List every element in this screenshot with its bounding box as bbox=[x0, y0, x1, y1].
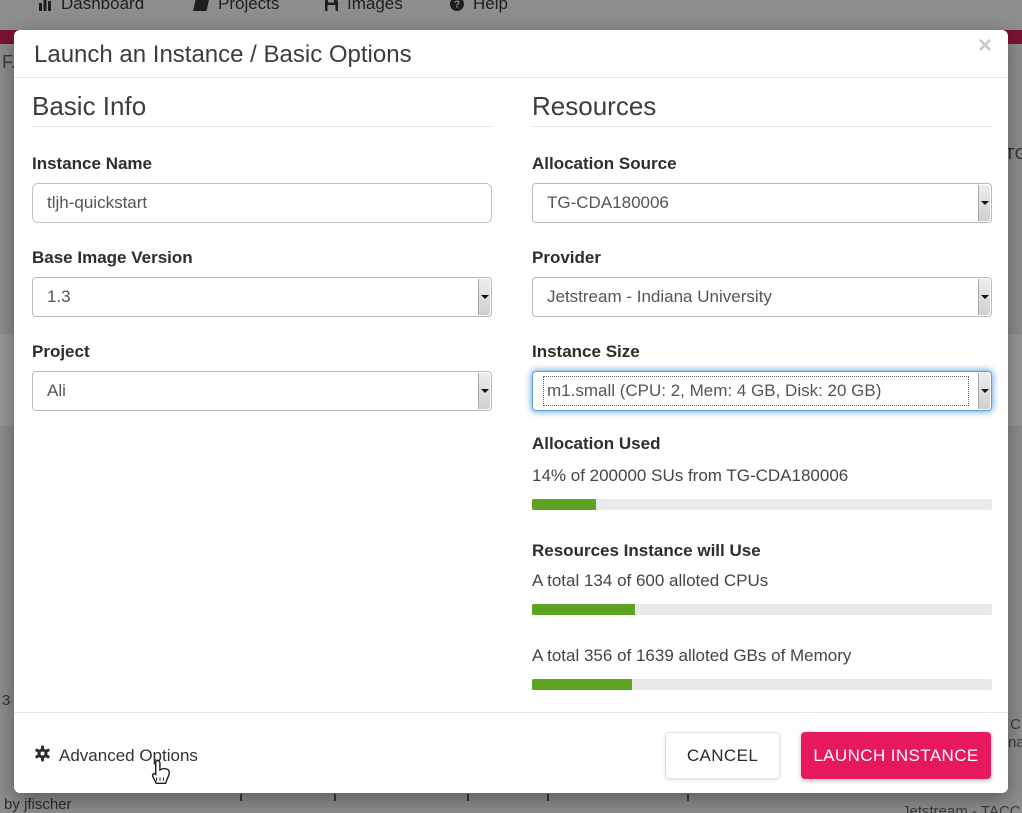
floppy-icon bbox=[325, 0, 338, 11]
question-circle-icon: ? bbox=[450, 0, 464, 11]
background-footer-author: by jfischer bbox=[4, 796, 72, 813]
allocation-source-label: Allocation Source bbox=[532, 154, 677, 173]
instance-name-input[interactable] bbox=[32, 183, 492, 223]
background-navbar: Dashboard Projects Images ? Help bbox=[0, 0, 1022, 14]
chevron-down-icon bbox=[481, 295, 489, 303]
launch-instance-modal: Launch an Instance / Basic Options × Bas… bbox=[14, 30, 1008, 793]
background-patch bbox=[0, 334, 16, 426]
instance-name-label: Instance Name bbox=[32, 154, 152, 173]
background-fragment: na bbox=[1008, 734, 1022, 751]
progress-fill bbox=[532, 499, 597, 510]
modal-title: Launch an Instance / Basic Options bbox=[34, 41, 412, 68]
bar-chart-icon bbox=[38, 0, 52, 11]
selected-value: Jetstream - Indiana University bbox=[547, 287, 772, 306]
memory-usage-text: A total 356 of 1639 alloted GBs of Memor… bbox=[532, 646, 852, 665]
modal-footer: Advanced Options CANCEL LAUNCH INSTANCE bbox=[14, 712, 1008, 793]
chevron-down-icon bbox=[481, 389, 489, 397]
allocation-used-heading: Allocation Used bbox=[532, 434, 661, 453]
nav-item-dashboard[interactable]: Dashboard bbox=[38, 0, 144, 14]
allocation-used-progressbar bbox=[532, 499, 992, 510]
base-image-version-label: Base Image Version bbox=[32, 248, 193, 267]
nav-label: Help bbox=[473, 0, 508, 13]
background-fragment bbox=[547, 794, 549, 801]
advanced-options-label: Advanced Options bbox=[59, 746, 198, 765]
usage-heading: Resources Instance will Use bbox=[532, 541, 761, 560]
background-patch bbox=[1006, 334, 1022, 426]
cpu-usage-progressbar bbox=[532, 604, 992, 615]
background-footer-provider: Jetstream - TACC bbox=[902, 803, 1021, 813]
chevron-down-icon bbox=[981, 389, 989, 397]
selected-value: m1.small (CPU: 2, Mem: 4 GB, Disk: 20 GB… bbox=[543, 376, 969, 406]
nav-label: Images bbox=[347, 0, 403, 13]
background-fragment bbox=[687, 794, 689, 801]
allocation-source-select[interactable]: TG-CDA180006 bbox=[532, 183, 992, 223]
folder-icon bbox=[193, 0, 209, 11]
nav-item-images[interactable]: Images bbox=[325, 0, 403, 14]
cpu-usage-text: A total 134 of 600 alloted CPUs bbox=[532, 571, 769, 590]
instance-size-select[interactable]: m1.small (CPU: 2, Mem: 4 GB, Disk: 20 GB… bbox=[532, 371, 992, 411]
chevron-down-icon bbox=[981, 201, 989, 209]
nav-label: Dashboard bbox=[61, 0, 145, 13]
svg-text:?: ? bbox=[454, 0, 460, 11]
background-fragment: F. bbox=[2, 52, 17, 72]
memory-usage-progressbar bbox=[532, 679, 992, 690]
selected-value: 1.3 bbox=[47, 287, 71, 306]
section-heading-basic-info: Basic Info bbox=[32, 92, 492, 127]
background-fragment bbox=[240, 794, 242, 801]
progress-fill bbox=[532, 679, 632, 690]
section-heading-resources: Resources bbox=[532, 92, 992, 127]
nav-label: Projects bbox=[218, 0, 280, 13]
modal-header: Launch an Instance / Basic Options × bbox=[14, 30, 1008, 78]
instance-size-label: Instance Size bbox=[532, 342, 640, 361]
provider-label: Provider bbox=[532, 248, 601, 267]
cursor-pointer-icon bbox=[150, 759, 172, 791]
selected-value: Ali bbox=[47, 381, 66, 400]
allocation-used-text: 14% of 200000 SUs from TG-CDA180006 bbox=[532, 466, 849, 485]
close-icon[interactable]: × bbox=[977, 32, 992, 59]
base-image-version-select[interactable]: 1.3 bbox=[32, 277, 492, 317]
project-select[interactable]: Ali bbox=[32, 371, 492, 411]
advanced-options-button[interactable]: Advanced Options bbox=[34, 745, 198, 767]
chevron-down-icon bbox=[981, 295, 989, 303]
basic-info-section: Basic Info Instance Name Base Image Vers… bbox=[32, 92, 492, 411]
cancel-button[interactable]: CANCEL bbox=[665, 732, 780, 779]
nav-item-projects[interactable]: Projects bbox=[193, 0, 279, 14]
background-fragment bbox=[467, 794, 469, 801]
background-fragment: TG bbox=[1005, 146, 1022, 163]
launch-instance-button[interactable]: LAUNCH INSTANCE bbox=[801, 732, 991, 779]
background-fragment bbox=[334, 794, 336, 801]
gear-icon bbox=[34, 745, 51, 767]
background-fragment: C bbox=[1010, 716, 1021, 733]
project-label: Project bbox=[32, 342, 90, 361]
nav-item-help[interactable]: ? Help bbox=[450, 0, 508, 14]
provider-select[interactable]: Jetstream - Indiana University bbox=[532, 277, 992, 317]
selected-value: TG-CDA180006 bbox=[547, 193, 669, 212]
resources-section: Resources Allocation Source TG-CDA180006… bbox=[532, 92, 992, 690]
progress-fill bbox=[532, 604, 635, 615]
